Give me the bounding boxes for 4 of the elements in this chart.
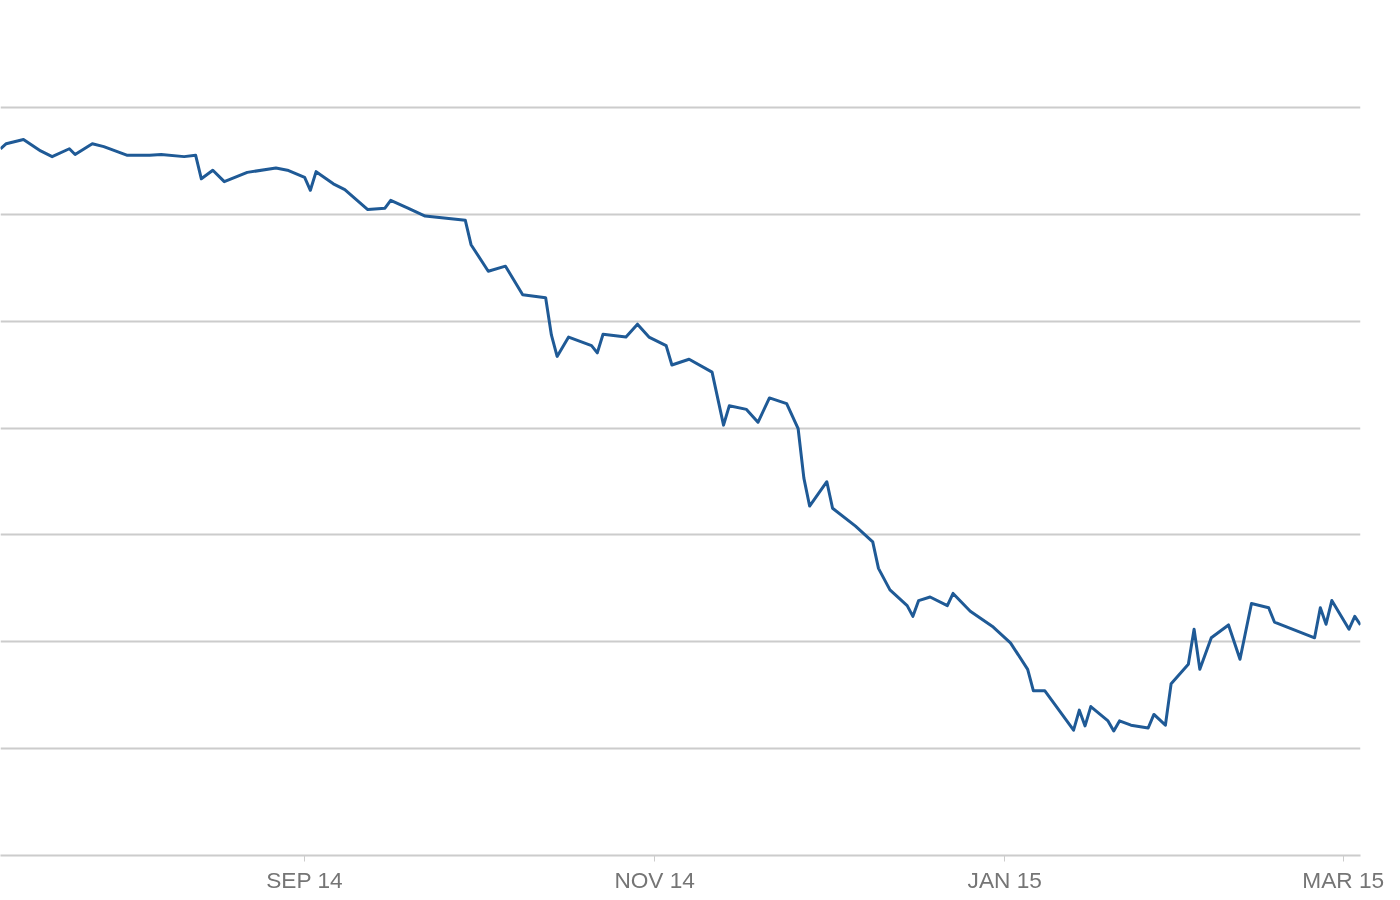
x-tick-label: MAR 15 xyxy=(1302,866,1385,893)
x-tick-label: JAN 15 xyxy=(967,866,1042,893)
x-tick-label: NOV 14 xyxy=(614,866,695,893)
x-tick-label: SEP 14 xyxy=(266,866,343,893)
